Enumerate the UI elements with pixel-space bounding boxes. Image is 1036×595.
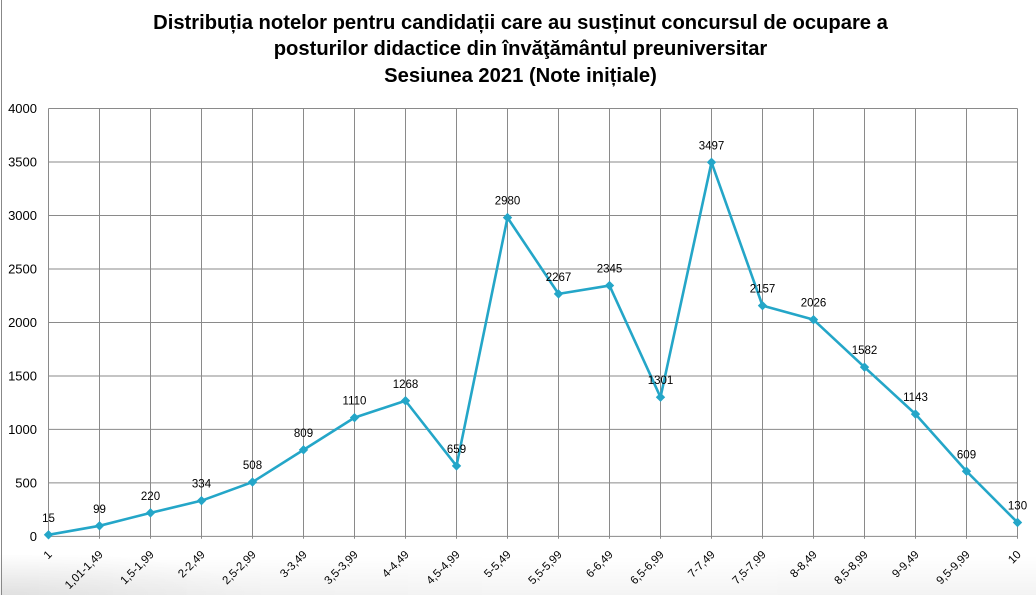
svg-text:3500: 3500 — [8, 155, 37, 170]
svg-text:4-4,49: 4-4,49 — [380, 549, 412, 581]
svg-text:10: 10 — [1006, 549, 1024, 567]
svg-text:2026: 2026 — [801, 298, 827, 310]
svg-text:7,5-7,99: 7,5-7,99 — [730, 549, 768, 587]
svg-text:15: 15 — [42, 513, 55, 525]
svg-text:8,5-8,99: 8,5-8,99 — [832, 549, 870, 587]
svg-text:9-9,49: 9-9,49 — [890, 549, 922, 581]
svg-text:220: 220 — [141, 491, 160, 503]
svg-text:5-5,49: 5-5,49 — [482, 549, 514, 581]
svg-text:2500: 2500 — [8, 262, 37, 277]
svg-text:4000: 4000 — [8, 101, 37, 116]
svg-text:1582: 1582 — [852, 345, 878, 357]
svg-text:99: 99 — [93, 504, 106, 516]
svg-text:2,5-2,99: 2,5-2,99 — [220, 549, 258, 587]
svg-text:2267: 2267 — [546, 272, 572, 284]
svg-text:3000: 3000 — [8, 208, 37, 223]
svg-text:1000: 1000 — [8, 422, 37, 437]
svg-text:6-6,49: 6-6,49 — [584, 549, 616, 581]
svg-text:1500: 1500 — [8, 369, 37, 384]
svg-text:334: 334 — [192, 479, 212, 491]
svg-text:2000: 2000 — [8, 315, 37, 330]
svg-text:130: 130 — [1008, 500, 1027, 512]
svg-text:6,5-6,99: 6,5-6,99 — [628, 549, 666, 587]
svg-text:1,01-1,49: 1,01-1,49 — [63, 549, 106, 592]
svg-text:1: 1 — [42, 549, 55, 562]
svg-text:3,5-3,99: 3,5-3,99 — [322, 549, 360, 587]
svg-text:3-3,49: 3-3,49 — [278, 549, 310, 581]
svg-text:809: 809 — [294, 428, 313, 440]
svg-text:2157: 2157 — [750, 284, 776, 296]
svg-text:9,5-9,99: 9,5-9,99 — [934, 549, 972, 587]
svg-text:2-2,49: 2-2,49 — [176, 549, 208, 581]
svg-text:5,5-5,99: 5,5-5,99 — [526, 549, 564, 587]
svg-text:0: 0 — [30, 529, 37, 544]
svg-text:1,5-1,99: 1,5-1,99 — [118, 549, 156, 587]
svg-text:3497: 3497 — [699, 140, 725, 152]
svg-text:1143: 1143 — [903, 392, 928, 404]
svg-text:659: 659 — [447, 444, 466, 456]
svg-text:7-7,49: 7-7,49 — [686, 549, 718, 581]
svg-text:8-8,49: 8-8,49 — [788, 549, 820, 581]
svg-text:1268: 1268 — [393, 379, 419, 391]
svg-text:609: 609 — [957, 449, 976, 461]
svg-text:500: 500 — [15, 476, 37, 491]
svg-text:2980: 2980 — [495, 196, 521, 208]
svg-text:1110: 1110 — [343, 396, 367, 408]
svg-text:1301: 1301 — [648, 375, 674, 387]
svg-text:508: 508 — [243, 460, 262, 472]
svg-text:4,5-4,99: 4,5-4,99 — [424, 549, 462, 587]
svg-text:2345: 2345 — [597, 264, 623, 276]
